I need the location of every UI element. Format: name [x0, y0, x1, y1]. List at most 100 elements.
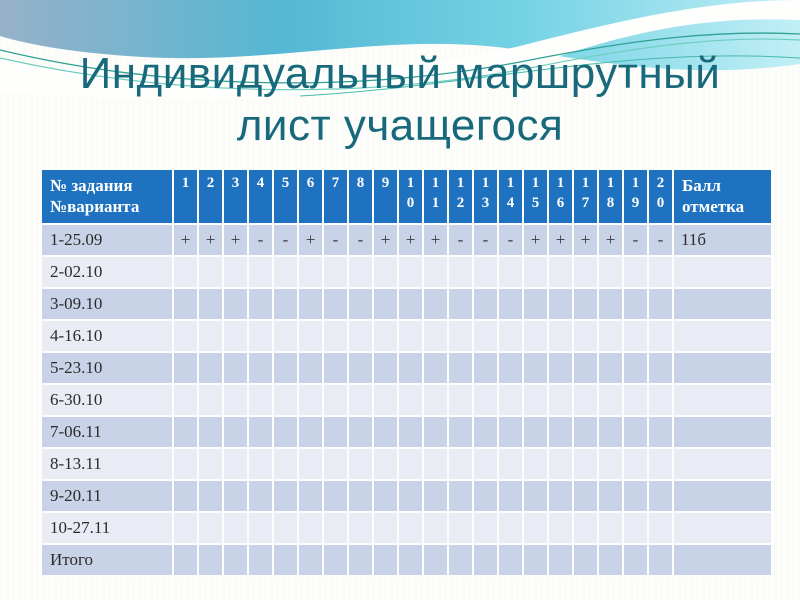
header-task-2: 2 [199, 170, 222, 223]
mark-cell [549, 449, 572, 479]
mark-cell [424, 385, 447, 415]
mark-cell [474, 385, 497, 415]
mark-cell [624, 449, 647, 479]
table-row: Итого [42, 545, 771, 575]
mark-cell [499, 481, 522, 511]
mark-cell [574, 545, 597, 575]
mark-cell [324, 385, 347, 415]
mark-cell [249, 385, 272, 415]
mark-cell [324, 513, 347, 543]
row-label: 8-13.11 [42, 449, 172, 479]
mark-cell [449, 449, 472, 479]
mark-cell [249, 289, 272, 319]
mark-cell [574, 321, 597, 351]
mark-cell [199, 321, 222, 351]
mark-cell [174, 289, 197, 319]
mark-cell [249, 449, 272, 479]
row-label: 4-16.10 [42, 321, 172, 351]
mark-cell [349, 289, 372, 319]
mark-cell [374, 321, 397, 351]
mark-cell [199, 385, 222, 415]
mark-cell [649, 321, 672, 351]
mark-cell: - [349, 225, 372, 255]
mark-cell [274, 417, 297, 447]
mark-cell [624, 513, 647, 543]
mark-cell [299, 545, 322, 575]
mark-cell [174, 545, 197, 575]
mark-cell [199, 353, 222, 383]
mark-cell: - [499, 225, 522, 255]
mark-cell [174, 385, 197, 415]
mark-cell [549, 321, 572, 351]
row-label: Итого [42, 545, 172, 575]
mark-cell [224, 545, 247, 575]
mark-cell [449, 257, 472, 287]
mark-cell: + [599, 225, 622, 255]
mark-cell [399, 385, 422, 415]
mark-cell [549, 385, 572, 415]
mark-cell [324, 545, 347, 575]
mark-cell [174, 353, 197, 383]
mark-cell [274, 385, 297, 415]
mark-cell [399, 257, 422, 287]
mark-cell [499, 289, 522, 319]
mark-cell [299, 385, 322, 415]
mark-cell [649, 289, 672, 319]
mark-cell [499, 321, 522, 351]
mark-cell [649, 545, 672, 575]
mark-cell [274, 257, 297, 287]
mark-cell [449, 289, 472, 319]
mark-cell [299, 353, 322, 383]
mark-cell [624, 545, 647, 575]
slide-title-line1: Индивидуальный маршрутный [79, 49, 721, 98]
mark-cell [174, 321, 197, 351]
mark-cell: + [299, 225, 322, 255]
table-row: 6-30.10 [42, 385, 771, 415]
mark-cell [274, 321, 297, 351]
score-cell [674, 481, 771, 511]
mark-cell [249, 481, 272, 511]
row-label: 9-20.11 [42, 481, 172, 511]
mark-cell [299, 321, 322, 351]
mark-cell [649, 449, 672, 479]
mark-cell [324, 353, 347, 383]
mark-cell [449, 545, 472, 575]
header-task-7: 7 [324, 170, 347, 223]
mark-cell [374, 417, 397, 447]
mark-cell [374, 481, 397, 511]
table-row: 1-25.09 + + + - - + - - + + + - - - + + + + - -11б [42, 225, 771, 255]
mark-cell [199, 417, 222, 447]
mark-cell [599, 513, 622, 543]
mark-cell [524, 321, 547, 351]
header-task-3: 3 [224, 170, 247, 223]
mark-cell [499, 513, 522, 543]
mark-cell [324, 289, 347, 319]
mark-cell: + [399, 225, 422, 255]
mark-cell [474, 417, 497, 447]
mark-cell [399, 449, 422, 479]
mark-cell [449, 417, 472, 447]
mark-cell: - [274, 225, 297, 255]
mark-cell [199, 257, 222, 287]
mark-cell [499, 257, 522, 287]
table-body: 1-25.09 + + + - - + - - + + + - - - + + + + - -11б 2-02.10 3-0… [42, 225, 771, 575]
score-cell: 11б [674, 225, 771, 255]
mark-cell [574, 289, 597, 319]
score-cell [674, 449, 771, 479]
mark-cell [224, 257, 247, 287]
mark-cell [524, 417, 547, 447]
mark-cell [274, 513, 297, 543]
header-task-11: 11 [424, 170, 447, 223]
mark-cell [549, 257, 572, 287]
mark-cell [174, 513, 197, 543]
mark-cell: - [474, 225, 497, 255]
mark-cell [324, 481, 347, 511]
mark-cell [424, 481, 447, 511]
mark-cell [649, 257, 672, 287]
mark-cell [399, 545, 422, 575]
mark-cell [249, 545, 272, 575]
mark-cell: - [624, 225, 647, 255]
mark-cell [449, 481, 472, 511]
mark-cell [374, 289, 397, 319]
header-task-5: 5 [274, 170, 297, 223]
